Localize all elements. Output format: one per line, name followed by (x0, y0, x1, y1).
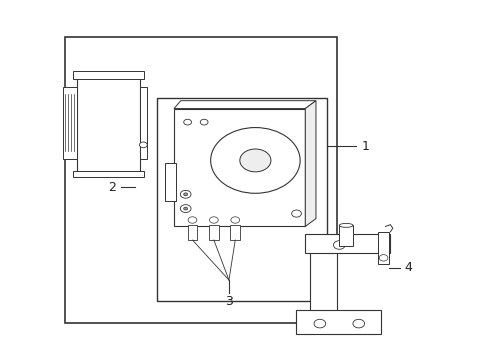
Circle shape (188, 217, 197, 223)
Bar (208, 225, 218, 240)
Bar (309, 241, 336, 312)
Circle shape (139, 142, 147, 148)
Bar (377, 232, 388, 264)
Text: 4: 4 (403, 261, 411, 274)
Ellipse shape (339, 224, 352, 227)
Circle shape (291, 210, 301, 217)
Bar (73, 71, 143, 79)
Circle shape (352, 319, 364, 328)
Circle shape (333, 241, 345, 249)
Text: 3: 3 (224, 295, 232, 308)
Circle shape (209, 217, 218, 223)
Bar (64, 37, 336, 323)
Bar (187, 225, 197, 240)
Bar (165, 163, 176, 201)
Bar (174, 109, 305, 226)
Circle shape (183, 207, 187, 210)
Circle shape (378, 255, 387, 261)
Circle shape (180, 190, 191, 198)
Circle shape (200, 119, 207, 125)
Circle shape (180, 204, 191, 212)
Circle shape (210, 127, 300, 193)
Bar (305, 234, 389, 253)
Bar (77, 73, 140, 173)
Circle shape (183, 193, 187, 196)
Text: 1: 1 (361, 140, 368, 153)
Circle shape (239, 149, 270, 172)
Polygon shape (174, 101, 315, 109)
Bar (140, 87, 146, 158)
Bar (230, 225, 240, 240)
Bar (63, 87, 77, 158)
Polygon shape (305, 101, 315, 226)
Circle shape (313, 319, 325, 328)
Bar (295, 310, 380, 334)
Circle shape (183, 119, 191, 125)
Bar (339, 225, 352, 246)
Circle shape (230, 217, 239, 223)
Bar (73, 171, 143, 177)
Bar (157, 98, 326, 301)
Text: 2: 2 (107, 181, 116, 194)
